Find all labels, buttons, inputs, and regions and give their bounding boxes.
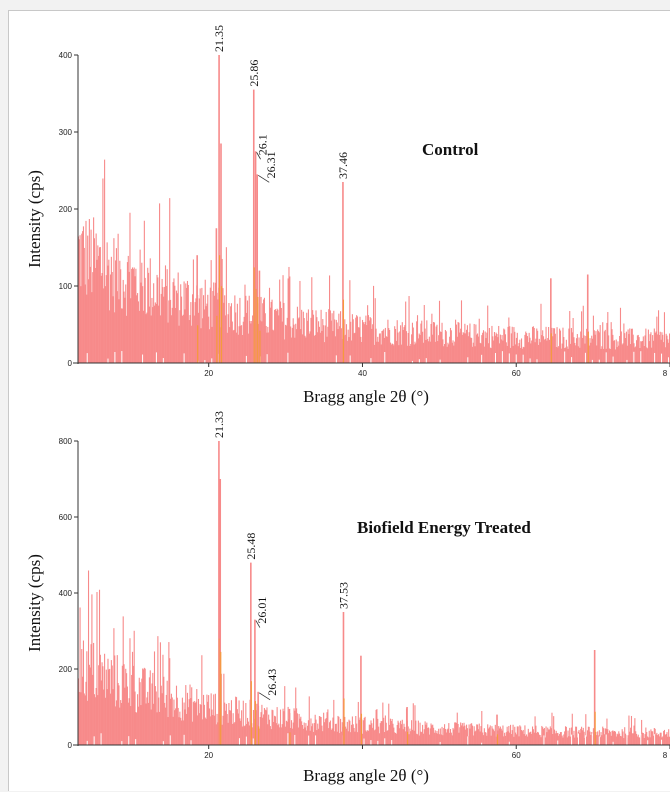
x-axis-title: Bragg angle 2θ (°)	[303, 387, 429, 406]
series-peaks	[218, 441, 596, 745]
peak-label: 26.1	[256, 134, 270, 155]
series-peaks	[196, 55, 589, 363]
y-tick-label: 100	[59, 282, 73, 291]
y-tick-label: 400	[59, 51, 73, 60]
y-tick-label: 0	[68, 741, 73, 750]
y-tick-label: 800	[59, 437, 73, 446]
peak-label: 25.86	[247, 60, 261, 87]
series-noise	[77, 159, 670, 363]
x-axis-title: Bragg angle 2θ (°)	[303, 766, 429, 785]
peak-leader	[255, 620, 261, 628]
peak-label: 21.35	[212, 25, 226, 52]
x-tick-label: 60	[512, 751, 521, 760]
chart-frame	[8, 10, 670, 791]
x-tick-label: 8	[663, 369, 668, 378]
y-tick-label: 600	[59, 513, 73, 522]
x-tick-label: 20	[204, 369, 213, 378]
x-tick-label: 40	[358, 369, 367, 378]
peak-leader	[258, 692, 271, 701]
peak-label: 37.53	[336, 582, 350, 609]
series-noise	[77, 570, 670, 745]
chart-title: Control	[422, 140, 479, 159]
xrd-chart-treated: 0 200 400 600 800 20 60 8 Bragg angle 2θ (°) Inte…	[25, 411, 670, 785]
chart-title: Biofield Energy Treated	[357, 518, 531, 537]
peak-label: 25.48	[244, 533, 258, 560]
y-tick-label: 400	[59, 589, 73, 598]
peak-leader	[257, 175, 270, 183]
y-tick-label: 0	[68, 359, 73, 368]
x-tick-label: 20	[204, 751, 213, 760]
peak-label: 26.43	[265, 669, 279, 696]
y-tick-label: 300	[59, 128, 73, 137]
y-tick-label: 200	[59, 205, 73, 214]
x-tick-label: 8	[663, 751, 668, 760]
peak-label: 37.46	[336, 152, 350, 179]
peak-leader	[256, 152, 261, 160]
y-tick-label: 200	[59, 665, 73, 674]
peak-label: 21.33	[212, 411, 226, 438]
xrd-chart-control: 0 100 200 300 400 20 40 60 8 Bragg angle 2θ (°) In…	[25, 25, 670, 406]
peak-label: 26.31	[264, 151, 278, 178]
y-axis-title: Intensity (cps)	[25, 554, 44, 652]
peak-label: 26.01	[255, 597, 269, 624]
x-tick-label: 60	[512, 369, 521, 378]
y-axis-title: Intensity (cps)	[25, 170, 44, 268]
